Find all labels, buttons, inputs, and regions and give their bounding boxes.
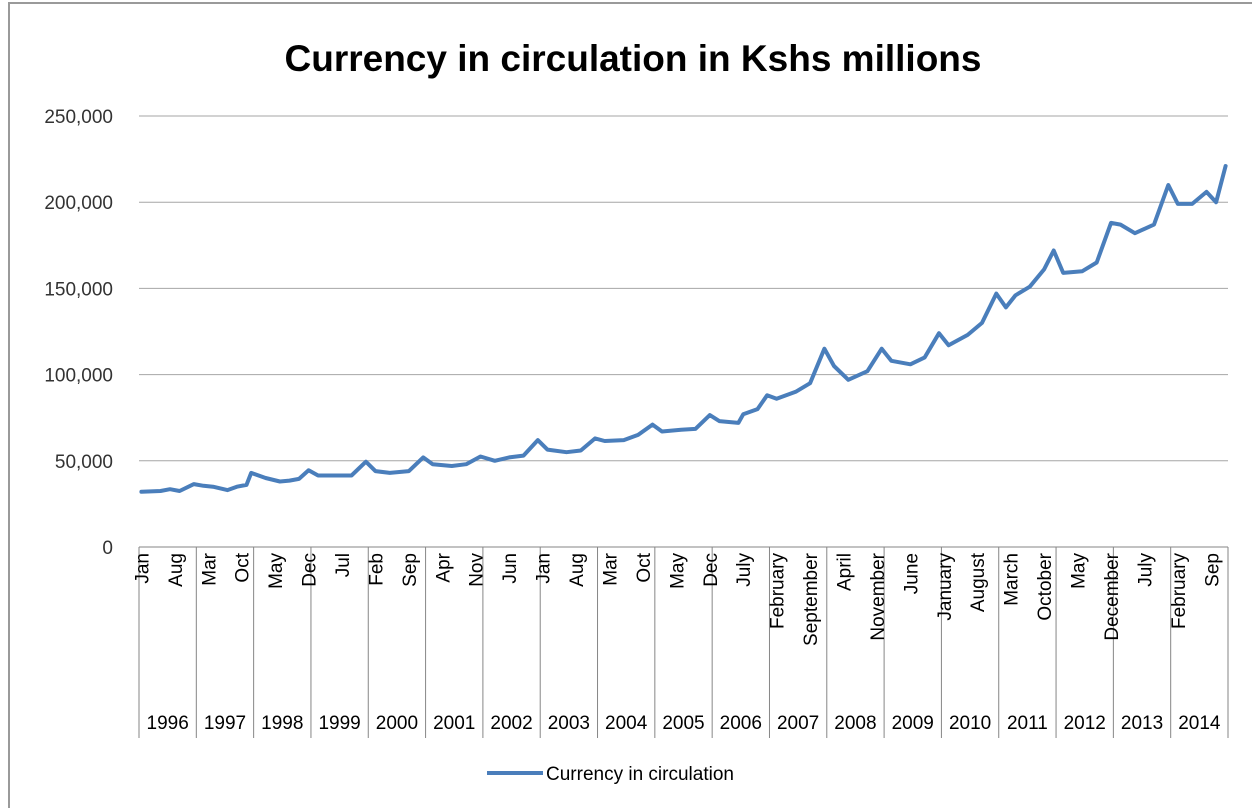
- series-layer: [139, 164, 1228, 494]
- year-label: 2014: [1178, 713, 1221, 734]
- x-tick-label: Aug: [166, 553, 187, 587]
- y-tick-label: 150,000: [44, 279, 113, 300]
- year-label: 2002: [490, 713, 532, 734]
- x-tick-label: Aug: [567, 553, 588, 587]
- x-tick-label: Apr: [433, 552, 454, 582]
- x-tick-label: May: [266, 553, 287, 589]
- x-tick-label: February: [768, 553, 789, 630]
- chart-frame: [8, 2, 1252, 808]
- year-label: 2009: [892, 713, 934, 734]
- legend-label: Currency in circulation: [546, 764, 734, 785]
- y-axis-ticks: 0 50,000 100,000 150,000 200,000 250,000: [44, 107, 113, 559]
- year-label: 2010: [949, 713, 991, 734]
- x-tick-label: January: [935, 553, 956, 621]
- x-tick-label: Sep: [1202, 553, 1223, 587]
- year-label: 2007: [777, 713, 819, 734]
- x-tick-label: Dec: [300, 553, 321, 587]
- x-tick-label: November: [868, 552, 889, 640]
- year-label: 2005: [662, 713, 704, 734]
- x-tick-label: Oct: [233, 552, 254, 582]
- series-line: [139, 164, 1228, 494]
- x-tick-label: September: [801, 552, 822, 646]
- year-label: 2008: [834, 713, 876, 734]
- x-tick-label: May: [667, 553, 688, 589]
- year-label: 2001: [433, 713, 475, 734]
- y-tick-label: 0: [102, 538, 113, 559]
- x-tick-label: August: [968, 552, 989, 612]
- x-tick-label: Nov: [467, 553, 488, 587]
- year-label: 2000: [376, 713, 418, 734]
- y-tick-label: 50,000: [55, 452, 113, 473]
- gridlines: [139, 115, 1228, 462]
- x-tick-label: Jan: [132, 553, 153, 584]
- x-tick-label: October: [1035, 552, 1056, 620]
- x-tick-label: Jan: [534, 553, 555, 584]
- x-tick-label: December: [1102, 552, 1123, 640]
- x-tick-label: April: [835, 553, 856, 591]
- year-label: 2006: [720, 713, 762, 734]
- year-label: 2004: [605, 713, 648, 734]
- x-tick-label: Dec: [701, 553, 722, 587]
- y-tick-label: 100,000: [44, 366, 113, 387]
- x-tick-label: Jul: [333, 553, 354, 577]
- legend: Currency in circulation: [487, 764, 734, 785]
- x-tick-label: July: [1135, 553, 1156, 587]
- year-label: 1996: [147, 713, 189, 734]
- y-tick-label: 200,000: [44, 193, 113, 214]
- x-tick-label: Oct: [634, 552, 655, 582]
- year-label: 1999: [318, 713, 360, 734]
- x-tick-label: June: [901, 553, 922, 594]
- year-label: 2013: [1121, 713, 1163, 734]
- x-tick-label: Feb: [366, 553, 387, 586]
- x-tick-label: March: [1002, 553, 1023, 606]
- year-label: 2011: [1007, 713, 1048, 734]
- year-label: 2003: [548, 713, 590, 734]
- year-label: 1997: [204, 713, 246, 734]
- x-tick-label: February: [1169, 553, 1190, 630]
- year-label: 1998: [261, 713, 303, 734]
- x-tick-label: Sep: [400, 553, 421, 587]
- x-tick-label: Mar: [600, 552, 621, 585]
- chart-title: Currency in circulation in Kshs millions: [285, 38, 982, 79]
- x-tick-label: Mar: [199, 552, 220, 585]
- x-tick-label: Jun: [500, 553, 521, 584]
- y-tick-label: 250,000: [44, 107, 113, 128]
- x-tick-label: July: [734, 553, 755, 587]
- x-tick-label: May: [1069, 553, 1090, 589]
- x-axis: 1996 1997 1998 1999 2000 2001 2002 2003 2004 2005…: [132, 546, 1229, 738]
- year-label: 2012: [1064, 713, 1106, 734]
